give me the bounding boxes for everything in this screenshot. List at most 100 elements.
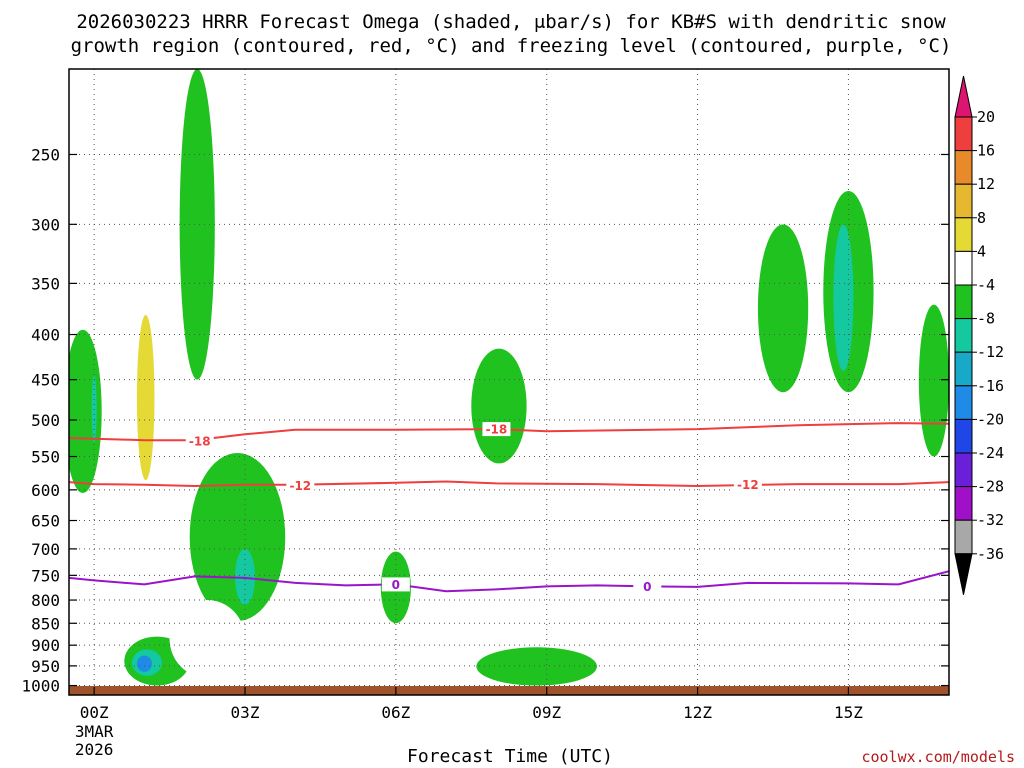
omega-region-17 <box>918 304 949 457</box>
colorbar-swatch-7 <box>954 351 973 387</box>
dendritic-minus12-label-bg-0 <box>286 478 315 493</box>
colorbar-swatch-3 <box>954 217 973 252</box>
omega-region-24 <box>476 647 597 686</box>
freezing-level-label-0: 0 <box>392 578 400 592</box>
y-tick-label-800: 800 <box>31 591 60 610</box>
y-tick-label-300: 300 <box>31 215 60 234</box>
colorbar-label-4: 4 <box>977 242 986 260</box>
omega-region-7 <box>234 548 256 605</box>
y-tick-label-650: 650 <box>31 512 60 531</box>
freezing-level-label-bg-1 <box>633 579 662 594</box>
chart-title-line-1: 2026030223 HRRR Forecast Omega (shaded, … <box>76 11 946 33</box>
omega-region-23 <box>375 647 416 686</box>
x-tick-label-12Z: 12Z <box>683 703 712 722</box>
omega-region-15 <box>833 224 854 372</box>
dendritic-minus18-label-1: -18 <box>486 423 508 437</box>
colorbar-swatch-1 <box>954 150 973 185</box>
colorbar-label-12: -32 <box>977 511 1004 529</box>
x-tick-label-00Z: 00Z <box>80 703 109 722</box>
colorbar-swatch-4 <box>954 250 973 286</box>
omega-region-25 <box>798 590 949 682</box>
colorbar-label-11: -28 <box>977 478 1004 496</box>
y-tick-label-850: 850 <box>31 614 60 633</box>
omega-region-26 <box>69 645 105 682</box>
dendritic-minus12-line <box>69 480 949 488</box>
y-tick-label-450: 450 <box>31 371 60 390</box>
colorbar-label-1: 16 <box>977 142 995 160</box>
x-tick-label-06Z: 06Z <box>381 703 410 722</box>
colorbar-label-6: -8 <box>977 310 995 328</box>
dendritic-minus12-label-bg-1 <box>733 477 762 492</box>
omega-region-13 <box>757 224 809 393</box>
colorbar-cap-top <box>954 75 973 118</box>
x-tick-label-15Z: 15Z <box>834 703 863 722</box>
dendritic-minus12-label-1: -12 <box>737 478 759 492</box>
grid-lines <box>69 69 949 695</box>
dendritic-minus18-label-0: -18 <box>189 434 211 448</box>
colorbar-label-5: -4 <box>977 276 995 294</box>
colorbar-label-10: -24 <box>977 444 1004 462</box>
x-tick-label-09Z: 09Z <box>532 703 561 722</box>
dendritic-minus18-line <box>69 422 949 442</box>
contour-lines: -18 -18 -12 -12 0 0 <box>69 422 949 594</box>
omega-region-16 <box>893 266 909 344</box>
y-tick-label-350: 350 <box>31 274 60 293</box>
omega-region-21 <box>169 600 246 678</box>
omega-region-6 <box>189 453 286 622</box>
x-tick-sublabel-0: 3MAR <box>75 722 114 741</box>
colorbar-cap-bottom <box>954 553 973 595</box>
x-axis-label: Forecast Time (UTC) <box>407 746 613 767</box>
colorbar-swatch-9 <box>954 418 973 454</box>
colorbar-label-3: 8 <box>977 209 986 227</box>
omega-region-10 <box>431 543 507 624</box>
omega-region-9 <box>471 348 527 464</box>
colorbar-label-2: 12 <box>977 175 995 193</box>
colorbar: 20 16 12 8 4 -4 -8 -12 -16 -20 -24 -28 -32 -36 <box>954 75 1004 595</box>
colorbar-swatch-10 <box>954 452 973 488</box>
colorbar-label-7: -12 <box>977 343 1004 361</box>
colorbar-swatch-11 <box>954 486 973 521</box>
dendritic-minus18-label-bg-1 <box>482 422 511 437</box>
freezing-level-label-bg-0 <box>381 577 410 592</box>
dendritic-minus18-label-bg-0 <box>185 433 214 448</box>
colorbar-label-8: -16 <box>977 377 1004 395</box>
colorbar-label-13: -36 <box>977 545 1004 563</box>
colorbar-swatch-5 <box>954 284 973 320</box>
omega-region-3 <box>179 69 215 380</box>
y-tick-label-400: 400 <box>31 326 60 345</box>
colorbar-swatch-6 <box>954 318 973 353</box>
colorbar-swatch-8 <box>954 385 973 420</box>
surface-ground-strip <box>69 686 949 695</box>
omega-region-20 <box>136 655 152 672</box>
pressure-axis: 250 300 350 400 450 500 550 600 650 700 750 800 850 9… <box>21 145 949 696</box>
y-tick-label-700: 700 <box>31 540 60 559</box>
colorbar-swatch-2 <box>954 183 973 219</box>
y-tick-label-750: 750 <box>31 566 60 585</box>
y-tick-label-250: 250 <box>31 145 60 164</box>
y-tick-label-550: 550 <box>31 448 60 467</box>
y-tick-label-600: 600 <box>31 481 60 500</box>
omega-shading <box>69 69 949 686</box>
x-tick-label-03Z: 03Z <box>231 703 260 722</box>
omega-region-22 <box>255 627 311 682</box>
omega-region-2 <box>136 314 155 481</box>
freezing-level-line <box>69 570 949 593</box>
dendritic-minus12-label-0: -12 <box>289 479 311 493</box>
freezing-level-label-1: 0 <box>643 580 651 594</box>
x-tick-sublabel-1: 2026 <box>75 740 114 759</box>
omega-region-0 <box>119 78 140 261</box>
omega-region-5 <box>91 375 97 443</box>
y-tick-label-1000: 1000 <box>21 677 60 696</box>
colorbar-label-9: -20 <box>977 410 1004 428</box>
site-credit: coolwx.com/models <box>861 748 1015 766</box>
y-tick-label-500: 500 <box>31 411 60 430</box>
y-tick-label-900: 900 <box>31 636 60 655</box>
omega-region-4 <box>69 329 102 494</box>
chart-title-line-2: growth region (contoured, red, °C) and f… <box>71 35 952 57</box>
colorbar-swatch-12 <box>954 519 973 555</box>
colorbar-label-0: 20 <box>977 108 995 126</box>
colorbar-swatch-0 <box>954 116 973 152</box>
y-tick-label-950: 950 <box>31 657 60 676</box>
